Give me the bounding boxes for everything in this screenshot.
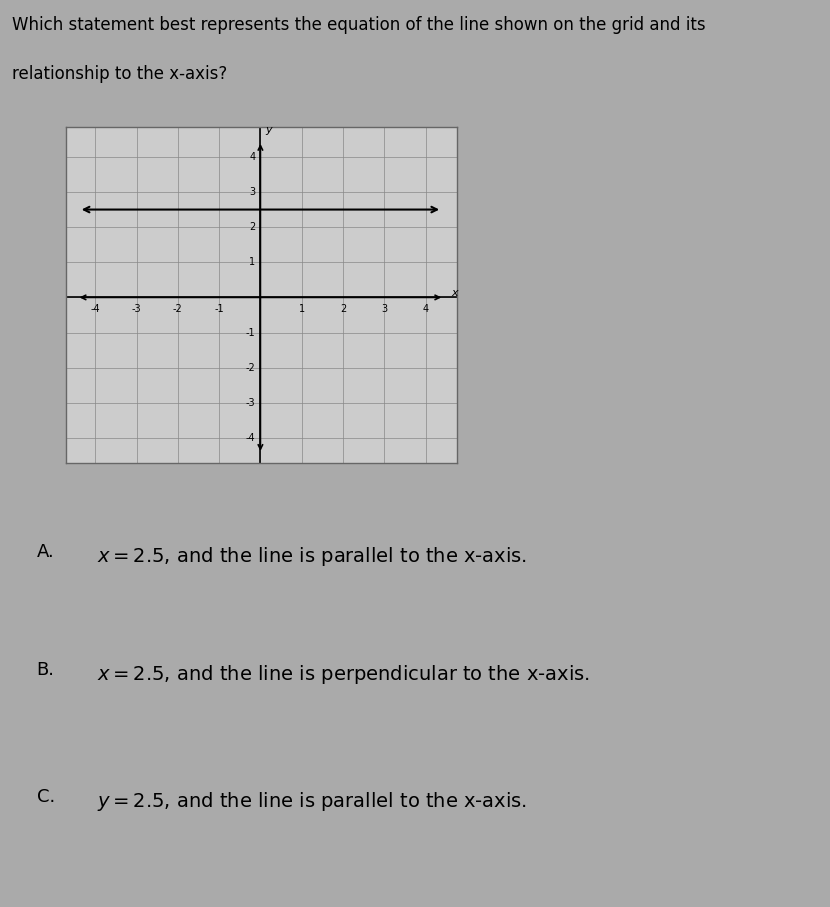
Text: -1: -1	[214, 305, 224, 315]
Text: 3: 3	[249, 187, 256, 197]
Text: -3: -3	[132, 305, 141, 315]
Text: 1: 1	[299, 305, 305, 315]
Text: B.: B.	[37, 661, 55, 679]
Text: 2: 2	[339, 305, 346, 315]
Text: $x = 2.5$, and the line is parallel to the x-axis.: $x = 2.5$, and the line is parallel to t…	[97, 545, 527, 568]
Text: 4: 4	[422, 305, 428, 315]
Text: -2: -2	[246, 363, 256, 373]
Text: -3: -3	[246, 398, 256, 408]
Text: -2: -2	[173, 305, 183, 315]
Text: C.: C.	[37, 788, 55, 806]
Text: x: x	[452, 288, 458, 298]
Text: -1: -1	[246, 327, 256, 337]
Text: $x = 2.5$, and the line is perpendicular to the x-axis.: $x = 2.5$, and the line is perpendicular…	[97, 663, 590, 686]
Text: 4: 4	[249, 151, 256, 161]
Text: 2: 2	[249, 222, 256, 232]
Text: $y = 2.5$, and the line is parallel to the x-axis.: $y = 2.5$, and the line is parallel to t…	[97, 790, 527, 813]
Text: Which statement best represents the equation of the line shown on the grid and i: Which statement best represents the equa…	[12, 16, 706, 34]
Text: 3: 3	[381, 305, 388, 315]
Text: -4: -4	[246, 433, 256, 443]
Text: A.: A.	[37, 543, 54, 561]
Text: 1: 1	[249, 258, 256, 268]
Text: relationship to the x-axis?: relationship to the x-axis?	[12, 65, 227, 83]
Text: -4: -4	[90, 305, 100, 315]
Text: y: y	[266, 125, 272, 135]
